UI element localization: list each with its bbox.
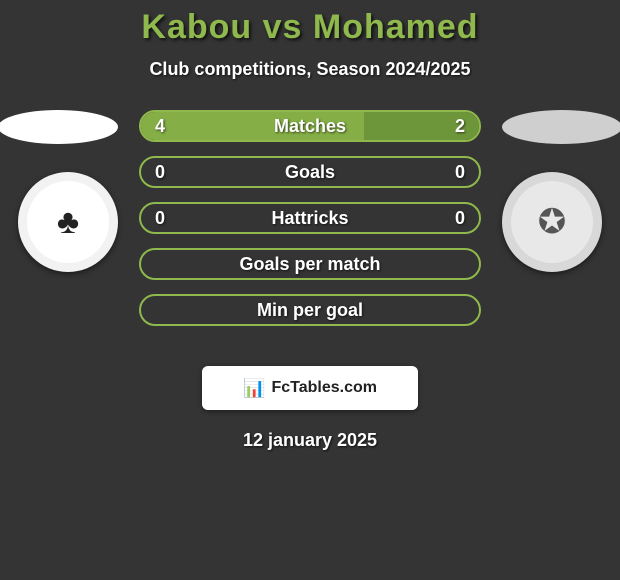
- comparison-subtitle: Club competitions, Season 2024/2025: [0, 59, 620, 80]
- stat-value-left: 0: [155, 162, 165, 183]
- comparison-title: Kabou vs Mohamed: [0, 0, 620, 47]
- stat-value-right: 0: [455, 208, 465, 229]
- player-left-ellipse: [0, 110, 118, 144]
- stat-rows: 4Matches20Goals00Hattricks0Goals per mat…: [139, 110, 481, 326]
- watermark-text: FcTables.com: [271, 379, 377, 397]
- team-badge-right-inner: ✪: [511, 181, 593, 263]
- stat-row: 0Hattricks0: [139, 202, 481, 234]
- club-icon: ♣: [57, 203, 79, 242]
- watermark: 📊 FcTables.com: [202, 366, 418, 410]
- snapshot-date: 12 january 2025: [0, 430, 620, 451]
- stat-value-right: 0: [455, 162, 465, 183]
- team-badge-right: ✪: [502, 172, 602, 272]
- team-badge-left: ♣: [18, 172, 118, 272]
- stat-value-right: 2: [455, 116, 465, 137]
- stat-row: 0Goals0: [139, 156, 481, 188]
- stat-label: Hattricks: [165, 208, 455, 229]
- stats-area: ♣ ✪ 4Matches20Goals00Hattricks0Goals per…: [0, 110, 620, 350]
- team-badge-left-inner: ♣: [27, 181, 109, 263]
- stat-value-left: 0: [155, 208, 165, 229]
- stat-label: Goals per match: [155, 254, 465, 275]
- chart-icon: 📊: [243, 378, 265, 399]
- club-icon: ✪: [538, 202, 567, 242]
- player-right-ellipse: [502, 110, 620, 144]
- stat-row: 4Matches2: [139, 110, 481, 142]
- stat-label: Min per goal: [155, 300, 465, 321]
- stat-value-left: 4: [155, 116, 165, 137]
- stat-label: Matches: [165, 116, 455, 137]
- stat-row: Goals per match: [139, 248, 481, 280]
- stat-label: Goals: [165, 162, 455, 183]
- stat-row: Min per goal: [139, 294, 481, 326]
